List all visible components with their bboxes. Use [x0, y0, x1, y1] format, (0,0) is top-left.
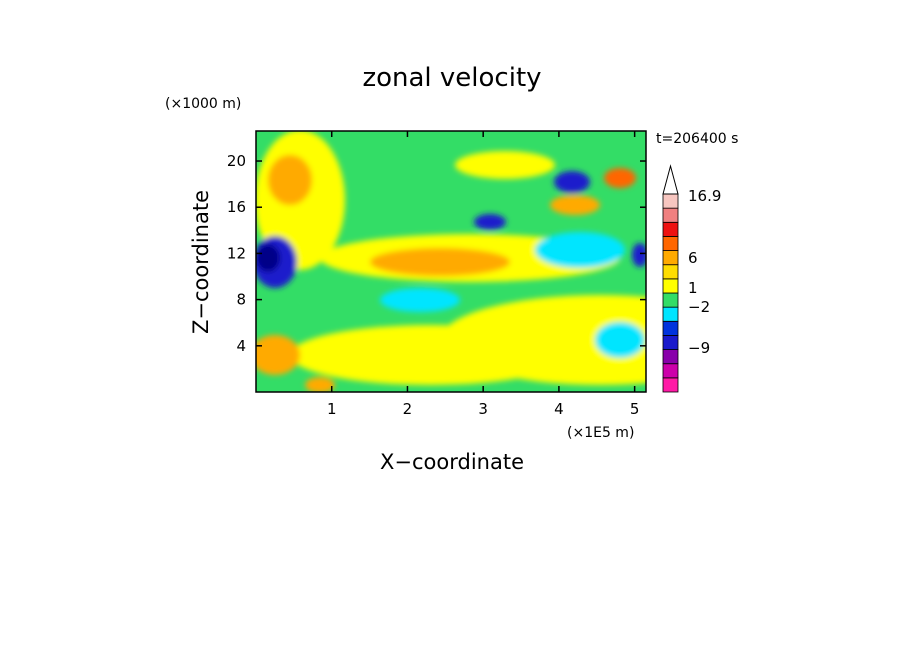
colorbar-segment — [662, 335, 679, 350]
colorbar-segment — [662, 207, 679, 223]
colorbar-segment — [662, 250, 679, 266]
y-axis-label: Z−coordinate — [189, 190, 213, 334]
field-region — [632, 243, 646, 267]
colorbar-label: 16.9 — [688, 187, 721, 205]
colorbar-label: 1 — [688, 279, 698, 297]
colorbar-segment — [662, 278, 679, 294]
field-region — [268, 155, 312, 205]
colorbar-segment — [662, 306, 679, 322]
field-region — [290, 325, 570, 385]
x-tick-label: 3 — [478, 400, 488, 418]
field-region — [604, 168, 636, 188]
velocity-field — [256, 131, 646, 392]
field-region — [535, 232, 625, 268]
x-tick-label: 2 — [403, 400, 413, 418]
x-tick-label: 5 — [630, 400, 640, 418]
y-tick-label: 12 — [227, 244, 246, 262]
field-region — [256, 244, 280, 272]
y-tick-label: 16 — [227, 198, 246, 216]
y-unit-label: (×1000 m) — [165, 96, 241, 112]
colorbar-segment — [662, 193, 679, 209]
y-axis-ticks: 4 8 12 16 20 — [227, 152, 646, 355]
colorbar-segment — [662, 221, 679, 237]
colorbar-segment — [662, 377, 679, 393]
y-tick-label: 8 — [236, 291, 246, 309]
colorbar-segment — [662, 292, 679, 308]
x-tick-label: 4 — [554, 400, 564, 418]
field-region — [455, 151, 555, 179]
field-region — [370, 248, 510, 276]
colorbar-max-arrow — [662, 164, 679, 195]
chart-title: zonal velocity — [362, 63, 541, 93]
field-region — [256, 335, 300, 375]
y-tick-label: 4 — [236, 337, 246, 355]
colorbar-label: −2 — [688, 298, 710, 316]
x-tick-label: 1 — [327, 400, 337, 418]
y-tick-label: 20 — [227, 152, 246, 170]
field-region — [380, 288, 460, 312]
x-axis-label: X−coordinate — [380, 450, 524, 474]
field-region — [474, 214, 506, 230]
x-axis-ticks: 1 2 3 4 5 — [327, 131, 639, 418]
colorbar-label: −9 — [688, 339, 710, 357]
field-region — [550, 195, 600, 215]
x-unit-label: (×1E5 m) — [567, 425, 634, 441]
colorbar-label: 6 — [688, 249, 698, 267]
time-label: t=206400 s — [656, 131, 738, 147]
field-region — [554, 171, 590, 193]
colorbar-segment — [662, 320, 679, 336]
colorbar-segment — [662, 236, 679, 251]
field-region — [305, 377, 335, 392]
colorbar: 16.9 6 1−2 −9 — [662, 164, 721, 393]
field-region — [595, 322, 645, 358]
plot-frame — [255, 130, 647, 393]
colorbar-segment — [662, 363, 679, 379]
colorbar-segment — [662, 349, 679, 365]
colorbar-segment — [662, 264, 679, 280]
